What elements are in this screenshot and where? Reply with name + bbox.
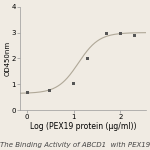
Point — [72, 82, 75, 84]
Point — [26, 92, 28, 94]
Point — [48, 90, 51, 92]
X-axis label: Log (PEX19 protein (μg/ml)): Log (PEX19 protein (μg/ml)) — [30, 122, 136, 131]
Y-axis label: OD450nm: OD450nm — [4, 41, 10, 76]
Point — [119, 33, 122, 35]
Point — [105, 33, 107, 35]
Text: The Binding Activity of ABCD1  with PEX19: The Binding Activity of ABCD1 with PEX19 — [0, 142, 150, 148]
Point — [133, 34, 135, 36]
Point — [12, 92, 14, 95]
Point — [87, 57, 89, 60]
